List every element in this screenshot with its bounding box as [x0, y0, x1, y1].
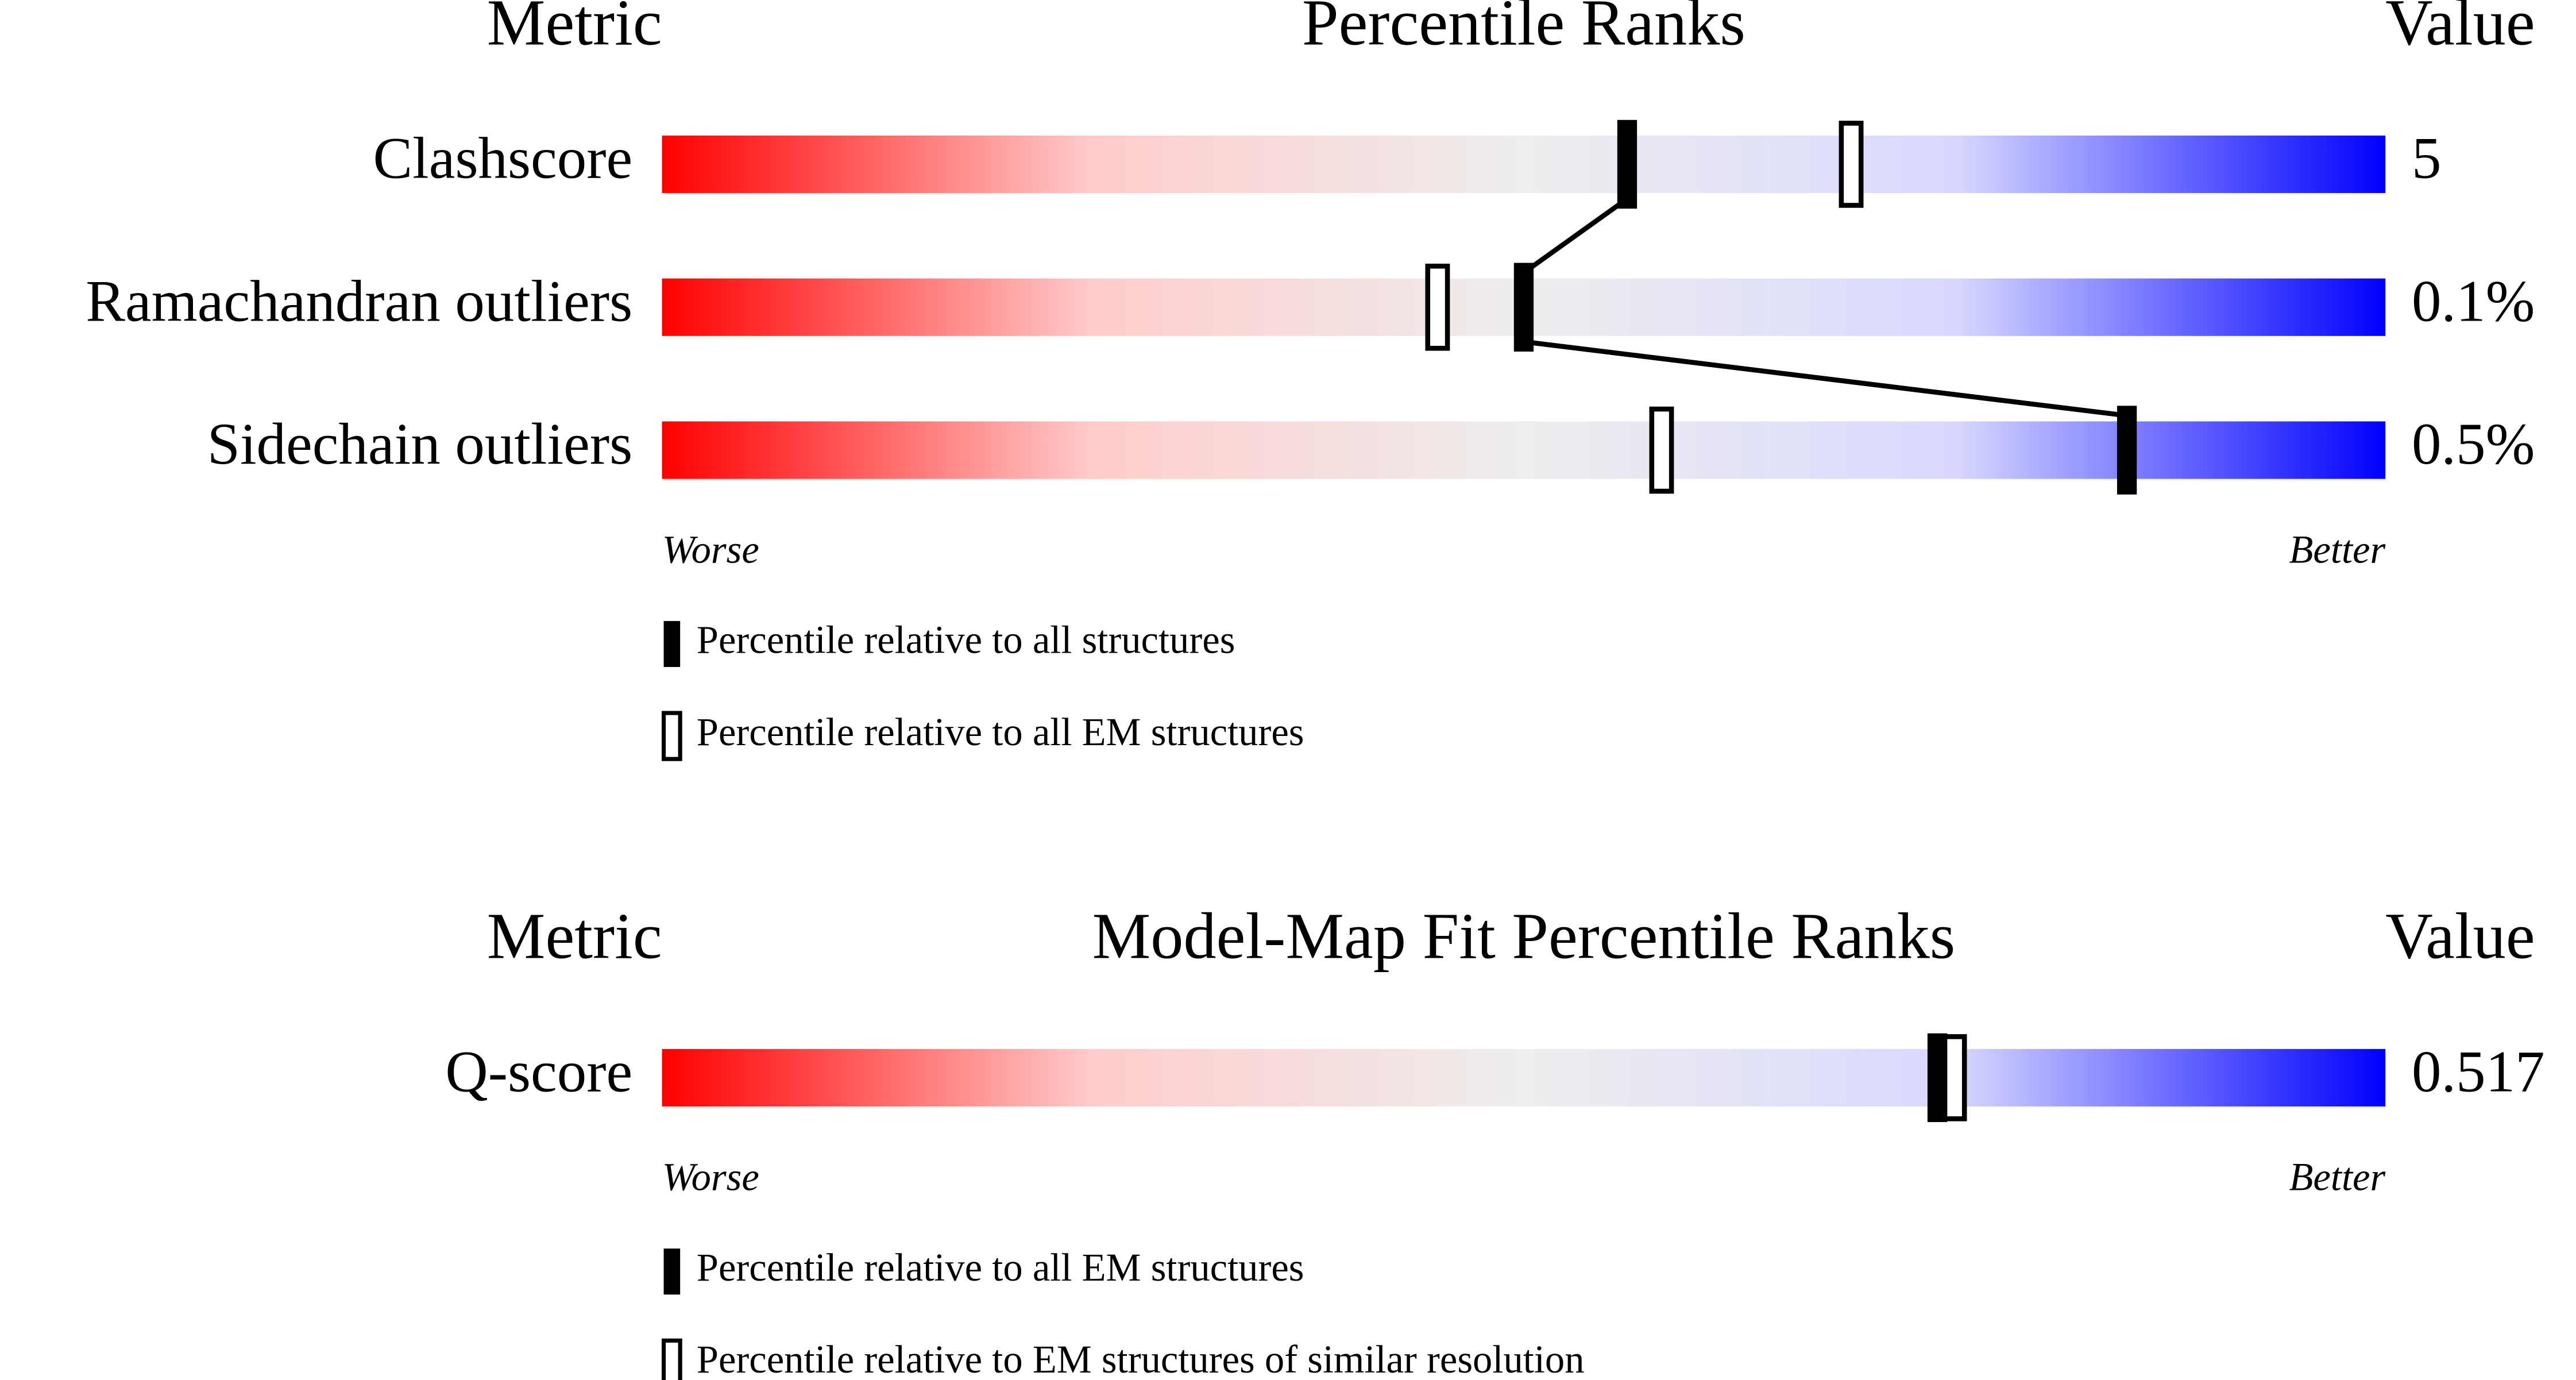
- legend-swatch: [661, 711, 682, 761]
- metric-label: Clashscore: [373, 126, 632, 191]
- metric-value: 0.5%: [2412, 411, 2535, 477]
- metric-header: Metric: [487, 900, 662, 973]
- legend-swatch: [663, 1248, 681, 1295]
- chart-title: Model-Map Fit Percentile Ranks: [1092, 900, 1956, 973]
- axis-low-label: Worse: [662, 527, 759, 571]
- legend-label: Percentile relative to EM structures of …: [697, 1337, 1585, 1380]
- percentile-marker: [1927, 1033, 1948, 1123]
- percentile-bar: [662, 421, 2386, 479]
- metric-value: 5: [2412, 126, 2441, 191]
- value-header: Value: [2385, 900, 2535, 973]
- axis-low-label: Worse: [662, 1155, 759, 1199]
- legend-swatch: [663, 620, 681, 667]
- legend-swatch: [661, 1338, 682, 1380]
- metric-value: 0.1%: [2412, 268, 2535, 334]
- connector: [1523, 339, 2127, 418]
- percentile-marker: [1425, 263, 1450, 351]
- percentile-marker: [1942, 1034, 1967, 1121]
- metric-value: 0.517: [2412, 1039, 2545, 1104]
- metric-label: Ramachandran outliers: [86, 268, 632, 334]
- metric-header: Metric: [487, 0, 662, 59]
- legend-label: Percentile relative to all EM structures: [697, 710, 1304, 754]
- percentile-marker: [2117, 406, 2137, 495]
- chart-title: Percentile Ranks: [1302, 0, 1745, 59]
- value-header: Value: [2385, 0, 2535, 59]
- metric-label: Q-score: [445, 1039, 632, 1104]
- percentile-marker: [1649, 406, 1674, 494]
- legend-label: Percentile relative to all EM structures: [697, 1246, 1304, 1289]
- percentile-marker: [1617, 120, 1637, 209]
- percentile-marker: [1513, 263, 1534, 352]
- percentile-marker: [1839, 121, 1864, 208]
- percentile-bar: [662, 1049, 2386, 1107]
- legend-label: Percentile relative to all structures: [697, 618, 1235, 662]
- axis-high-label: Better: [2289, 1155, 2385, 1199]
- axis-high-label: Better: [2289, 527, 2385, 571]
- metric-label: Sidechain outliers: [207, 411, 633, 477]
- percentile-bar: [662, 135, 2386, 193]
- connector: [1522, 196, 1629, 275]
